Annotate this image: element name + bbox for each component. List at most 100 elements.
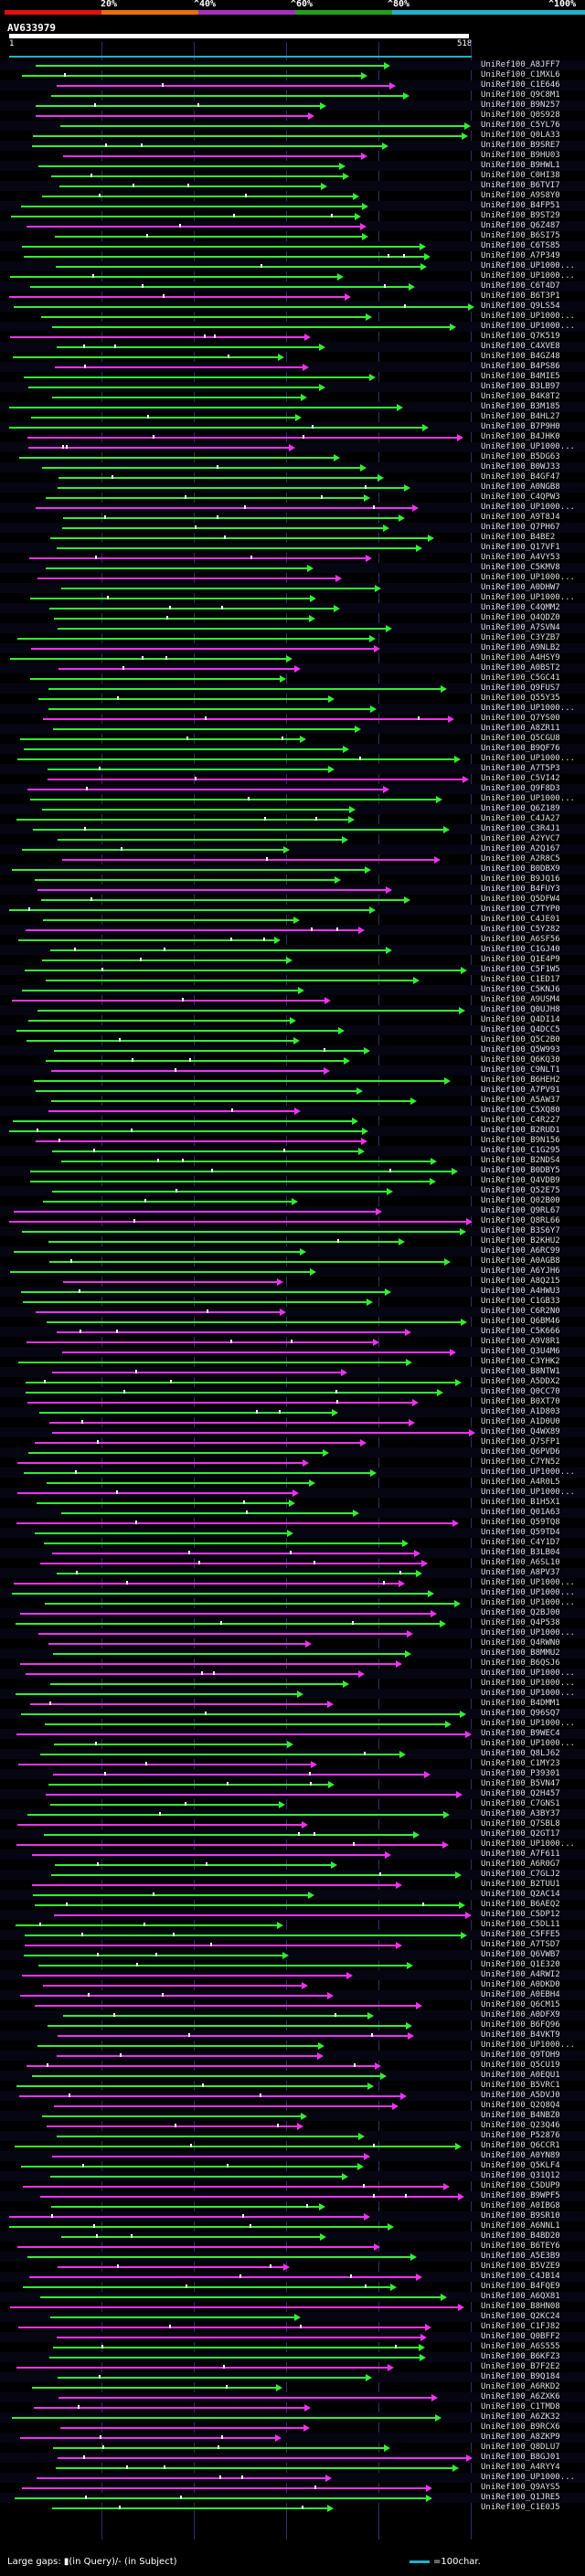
hit-row[interactable]: UniRef100_B3M185 [0,402,585,412]
hit-label[interactable]: UniRef100_C4QMM2 [481,603,560,612]
hit-label[interactable]: UniRef100_UP1000... [481,322,575,331]
hit-row[interactable]: UniRef100_B3LB97 [0,382,585,392]
hit-row[interactable]: UniRef100_B9N257 [0,101,585,111]
hit-row[interactable]: UniRef100_B9ST29 [0,211,585,221]
hit-row[interactable]: UniRef100_UP1000... [0,593,585,603]
hit-row[interactable]: UniRef100_C5XQ80 [0,1106,585,1116]
hit-row[interactable]: UniRef100_C7YN52 [0,1458,585,1468]
hit-row[interactable]: UniRef100_A9T8J4 [0,513,585,523]
hit-label[interactable]: UniRef100_A4RWI2 [481,1970,560,1979]
hit-row[interactable]: UniRef100_Q1E320 [0,1960,585,1970]
hit-row[interactable]: UniRef100_C9NLT1 [0,1065,585,1076]
hit-row[interactable]: UniRef100_Q2H457 [0,1789,585,1799]
hit-label[interactable]: UniRef100_B4FQE9 [481,2282,560,2291]
hit-row[interactable]: UniRef100_A5DVJ0 [0,2091,585,2101]
hit-label[interactable]: UniRef100_B9WEC4 [481,1729,560,1738]
hit-row[interactable]: UniRef100_Q0S928 [0,111,585,121]
hit-label[interactable]: UniRef100_C4JA27 [481,814,560,823]
hit-label[interactable]: UniRef100_B6TVI7 [481,181,560,190]
hit-row[interactable]: UniRef100_Q8RL66 [0,1216,585,1226]
hit-label[interactable]: UniRef100_B3M185 [481,402,560,411]
hit-row[interactable]: UniRef100_A2R8C5 [0,854,585,864]
hit-label[interactable]: UniRef100_A7TSD7 [481,1940,560,1949]
hit-row[interactable]: UniRef100_Q6VWB7 [0,1950,585,1960]
hit-label[interactable]: UniRef100_C1E0J5 [481,2503,560,2512]
hit-label[interactable]: UniRef100_Q4VDB9 [481,1176,560,1185]
hit-label[interactable]: UniRef100_C5K666 [481,1327,560,1336]
hit-label[interactable]: UniRef100_B2RUD1 [481,1126,560,1135]
hit-row[interactable]: UniRef100_Q2Q8Q4 [0,2101,585,2111]
hit-label[interactable]: UniRef100_Q7PH67 [481,523,560,532]
hit-label[interactable]: UniRef100_A4RYY4 [481,2463,560,2472]
hit-row[interactable]: UniRef100_A0BST2 [0,663,585,673]
hit-row[interactable]: UniRef100_Q02B00 [0,1196,585,1206]
hit-row[interactable]: UniRef100_C5KNJ6 [0,985,585,995]
hit-row[interactable]: UniRef100_C1G295 [0,1146,585,1156]
hit-label[interactable]: UniRef100_B0XT70 [481,1397,560,1406]
hit-label[interactable]: UniRef100_C5YL76 [481,121,560,130]
hit-row[interactable]: UniRef100_B9RCX6 [0,2422,585,2433]
hit-row[interactable]: UniRef100_A7TSD7 [0,1940,585,1950]
hit-label[interactable]: UniRef100_Q7YS00 [481,714,560,723]
hit-label[interactable]: UniRef100_A6YJH6 [481,1267,560,1276]
hit-label[interactable]: UniRef100_A6ZK32 [481,2412,560,2422]
hit-row[interactable]: UniRef100_B2NDS4 [0,1156,585,1166]
hit-row[interactable]: UniRef100_A8Q215 [0,1277,585,1287]
hit-row[interactable]: UniRef100_UP1000... [0,1588,585,1598]
hit-row[interactable]: UniRef100_A3BY37 [0,1809,585,1819]
hit-label[interactable]: UniRef100_Q2AC14 [481,1890,560,1899]
hit-row[interactable]: UniRef100_UP1000... [0,573,585,583]
hit-label[interactable]: UniRef100_C6T4D7 [481,281,560,291]
hit-row[interactable]: UniRef100_A4HSY9 [0,653,585,663]
hit-row[interactable]: UniRef100_B0DBY5 [0,1166,585,1176]
hit-label[interactable]: UniRef100_A6RKD2 [481,2382,560,2391]
hit-label[interactable]: UniRef100_C5KNJ6 [481,985,560,994]
hit-row[interactable]: UniRef100_C1GJ40 [0,945,585,955]
hit-label[interactable]: UniRef100_A0EQU1 [481,2071,560,2080]
hit-label[interactable]: UniRef100_A2R8C5 [481,854,560,864]
hit-row[interactable]: UniRef100_UP1000... [0,1578,585,1588]
hit-label[interactable]: UniRef100_A6SL10 [481,1558,560,1567]
hit-row[interactable]: UniRef100_A0IBG8 [0,2201,585,2211]
hit-label[interactable]: UniRef100_B6QSJ6 [481,1659,560,1668]
hit-row[interactable]: UniRef100_C3YZB7 [0,633,585,643]
hit-label[interactable]: UniRef100_A7F611 [481,1850,560,1859]
hit-row[interactable]: UniRef100_A7T5P3 [0,764,585,774]
hit-row[interactable]: UniRef100_A6RC99 [0,1246,585,1256]
hit-label[interactable]: UniRef100_A7SVN4 [481,623,560,632]
hit-label[interactable]: UniRef100_A9USM4 [481,995,560,1004]
hit-row[interactable]: UniRef100_A6SF56 [0,935,585,945]
hit-label[interactable]: UniRef100_Q5DFW4 [481,895,560,904]
hit-label[interactable]: UniRef100_UP1000... [481,573,575,582]
hit-label[interactable]: UniRef100_Q23Q46 [481,2121,560,2130]
hit-label[interactable]: UniRef100_A9T8J4 [481,513,560,522]
hit-label[interactable]: UniRef100_C1G295 [481,1146,560,1155]
hit-row[interactable]: UniRef100_B9N156 [0,1136,585,1146]
hit-row[interactable]: UniRef100_B8HN08 [0,2302,585,2312]
hit-label[interactable]: UniRef100_Q8RL66 [481,1216,560,1225]
hit-label[interactable]: UniRef100_B0DBX9 [481,864,560,874]
hit-row[interactable]: UniRef100_UP1000... [0,1628,585,1638]
hit-row[interactable]: UniRef100_B6TVI7 [0,181,585,191]
hit-row[interactable]: UniRef100_UP1000... [0,704,585,714]
hit-label[interactable]: UniRef100_C1FJ82 [481,2322,560,2331]
hit-row[interactable]: UniRef100_B9SR10 [0,2211,585,2221]
hit-label[interactable]: UniRef100_Q1E4P9 [481,955,560,964]
hit-label[interactable]: UniRef100_UP1000... [481,754,575,763]
hit-label[interactable]: UniRef100_A3BY37 [481,1809,560,1818]
hit-label[interactable]: UniRef100_C5FFE5 [481,1930,560,1939]
hit-label[interactable]: UniRef100_C5Y282 [481,925,560,934]
hit-label[interactable]: UniRef100_Q0BFF2 [481,2332,560,2341]
hit-label[interactable]: UniRef100_B4JHK0 [481,432,560,441]
hit-label[interactable]: UniRef100_A6R0G7 [481,1860,560,1869]
hit-row[interactable]: UniRef100_A6NNL1 [0,2221,585,2231]
hit-row[interactable]: UniRef100_A6QX81 [0,2292,585,2302]
hit-label[interactable]: UniRef100_A6ZXK6 [481,2392,560,2401]
hit-row[interactable]: UniRef100_B4NBZ0 [0,2111,585,2121]
hit-row[interactable]: UniRef100_C5DL11 [0,1920,585,1930]
hit-row[interactable]: UniRef100_B4PS86 [0,362,585,372]
hit-row[interactable]: UniRef100_B2KHU2 [0,1236,585,1246]
hit-row[interactable]: UniRef100_A6YJH6 [0,1267,585,1277]
hit-row[interactable]: UniRef100_B4DMM1 [0,1699,585,1709]
hit-label[interactable]: UniRef100_UP1000... [481,312,575,321]
